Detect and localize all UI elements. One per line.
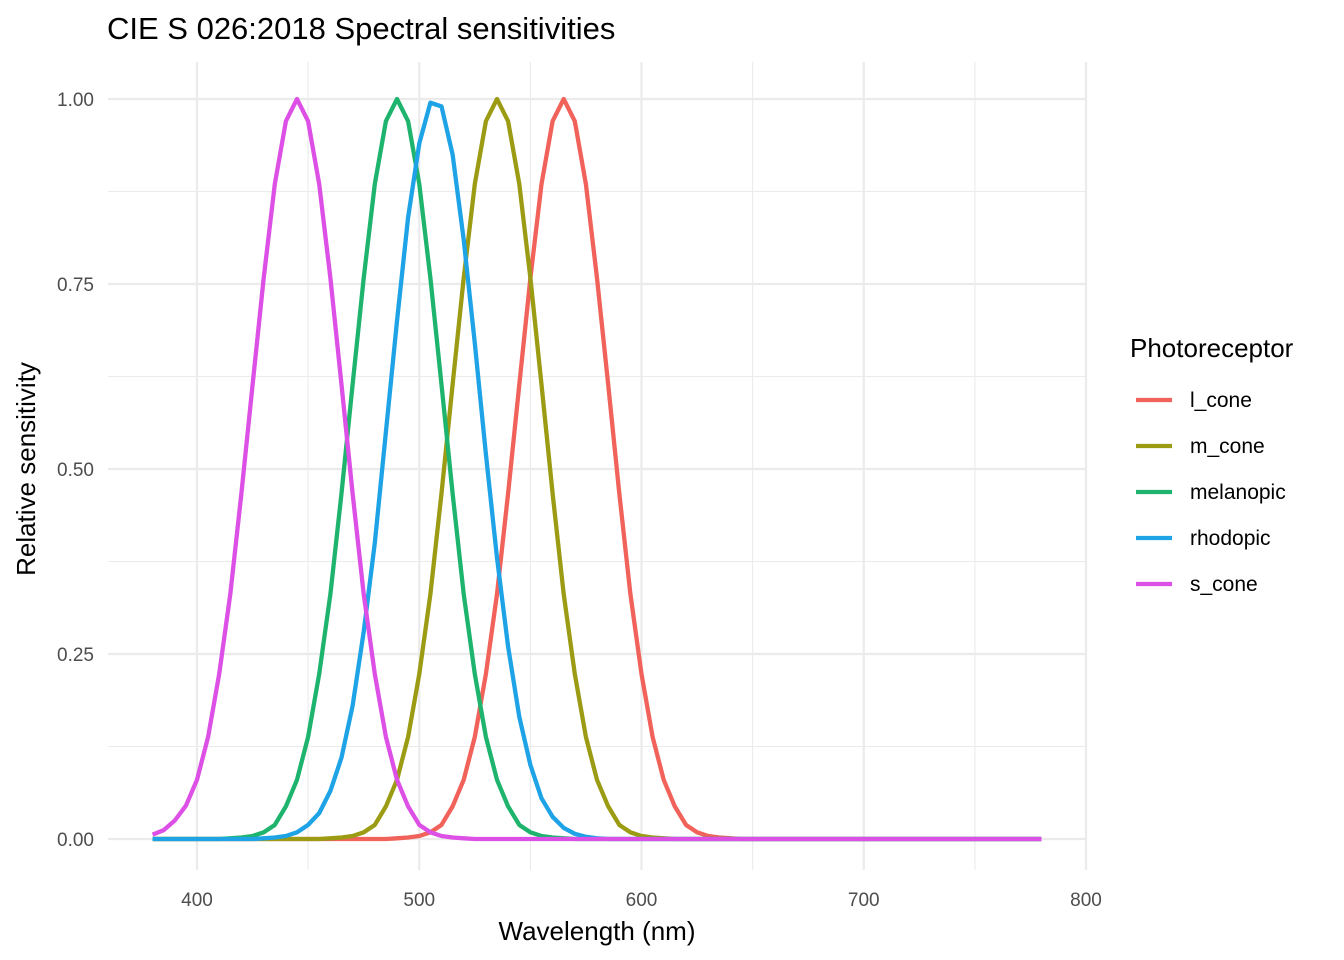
x-tick-label: 800 <box>1070 890 1102 911</box>
legend-title: Photoreceptor <box>1130 333 1294 363</box>
legend-label-rhodopic: rhodopic <box>1190 527 1271 550</box>
x-axis-title: Wavelength (nm) <box>499 916 696 946</box>
series-lines <box>151 96 1042 842</box>
legend: Photoreceptor l_cone m_cone melanopic rhodo… <box>1130 333 1294 596</box>
x-tick-label: 400 <box>181 890 213 911</box>
y-axis-title: Relative sensitivity <box>11 362 41 576</box>
y-tick-label: 0.25 <box>57 645 94 666</box>
y-tick-label: 0.50 <box>57 460 94 481</box>
series-line-s-cone <box>151 96 1042 842</box>
y-tick-label: 1.00 <box>57 90 94 111</box>
legend-label-melanopic: melanopic <box>1190 481 1286 504</box>
y-tick-label: 0.00 <box>57 830 94 851</box>
legend-label-s-cone: s_cone <box>1190 573 1258 596</box>
x-axis-ticks: 400 500 600 700 800 <box>181 890 1102 911</box>
chart-title: CIE S 026:2018 Spectral sensitivities <box>107 11 615 46</box>
minor-gridlines <box>108 62 1086 870</box>
legend-label-l-cone: l_cone <box>1190 389 1252 412</box>
x-tick-label: 600 <box>626 890 658 911</box>
legend-label-m-cone: m_cone <box>1190 435 1265 458</box>
x-tick-label: 500 <box>403 890 435 911</box>
y-tick-label: 0.75 <box>57 275 94 296</box>
x-tick-label: 700 <box>848 890 880 911</box>
y-axis-ticks: 0.00 0.25 0.50 0.75 1.00 <box>57 90 94 851</box>
